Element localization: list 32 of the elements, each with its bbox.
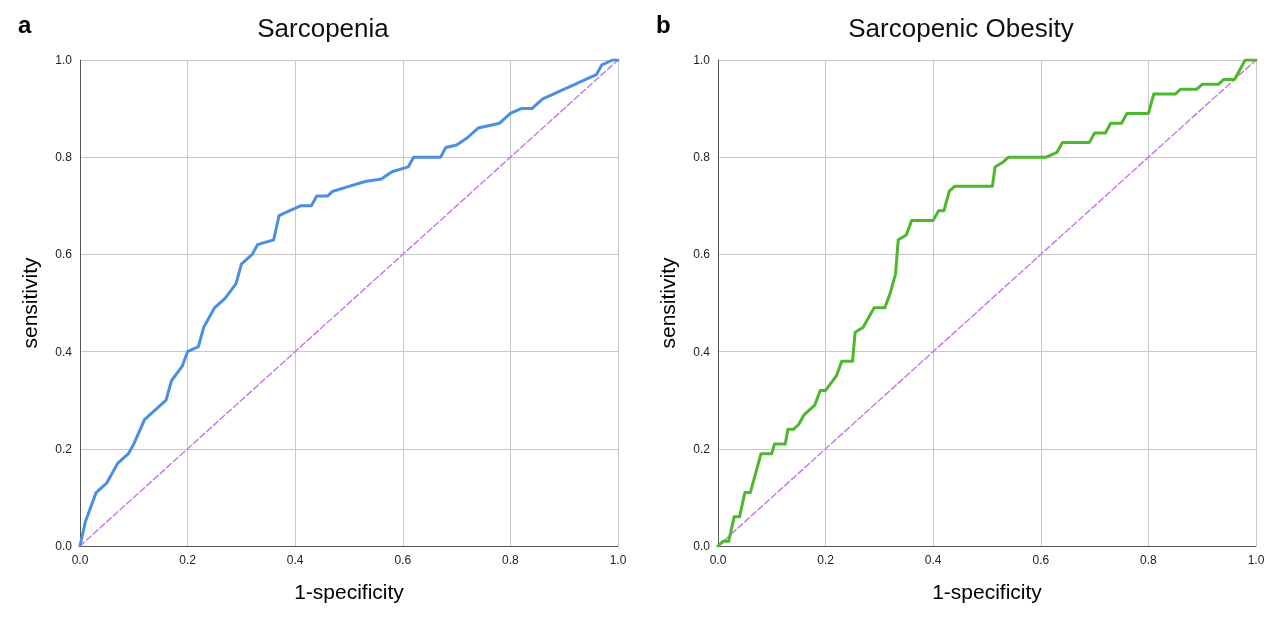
chart-title: Sarcopenia — [257, 13, 390, 43]
y-tick-label: 1.0 — [693, 53, 711, 67]
y-tick-label: 0.8 — [55, 150, 73, 165]
y-tick-label: 0.0 — [55, 539, 73, 553]
y-tick-label: 0.6 — [693, 247, 711, 262]
chart-title: Sarcopenic Obesity — [848, 13, 1074, 43]
y-tick-label: 0.8 — [693, 150, 711, 165]
y-tick-label: 0.2 — [55, 441, 73, 456]
text: b — [656, 10, 671, 38]
x-tick-label: 1.0 — [609, 553, 627, 567]
y-tick-label: 0.0 — [693, 539, 711, 553]
x-tick-label: 0.0 — [71, 553, 89, 567]
x-tick-label: 0.4 — [924, 553, 942, 567]
x-axis-title: 1-specificity — [932, 580, 1043, 603]
x-axis-title: 1-specificity — [294, 580, 405, 603]
y-tick-label: 0.4 — [55, 344, 73, 359]
x-tick-label: 0.8 — [502, 553, 520, 567]
x-tick-label: 1.0 — [1247, 553, 1265, 567]
x-tick-label: 0.2 — [817, 553, 835, 567]
y-tick-label: 0.4 — [693, 344, 711, 359]
y-tick-label: 0.6 — [55, 247, 73, 262]
x-tick-label: 0.6 — [1032, 553, 1050, 567]
x-tick-label: 0.2 — [179, 553, 197, 567]
x-tick-label: 0.8 — [1140, 553, 1158, 567]
y-axis-title: sensitivity — [656, 256, 679, 349]
y-tick-label: 1.0 — [55, 53, 73, 67]
x-tick-label: 0.4 — [286, 553, 304, 567]
x-tick-label: 0.0 — [709, 553, 727, 567]
y-tick-label: 0.2 — [693, 441, 711, 456]
text: a — [18, 10, 32, 38]
x-tick-label: 0.6 — [394, 553, 412, 567]
y-axis-title: sensitivity — [18, 256, 41, 349]
